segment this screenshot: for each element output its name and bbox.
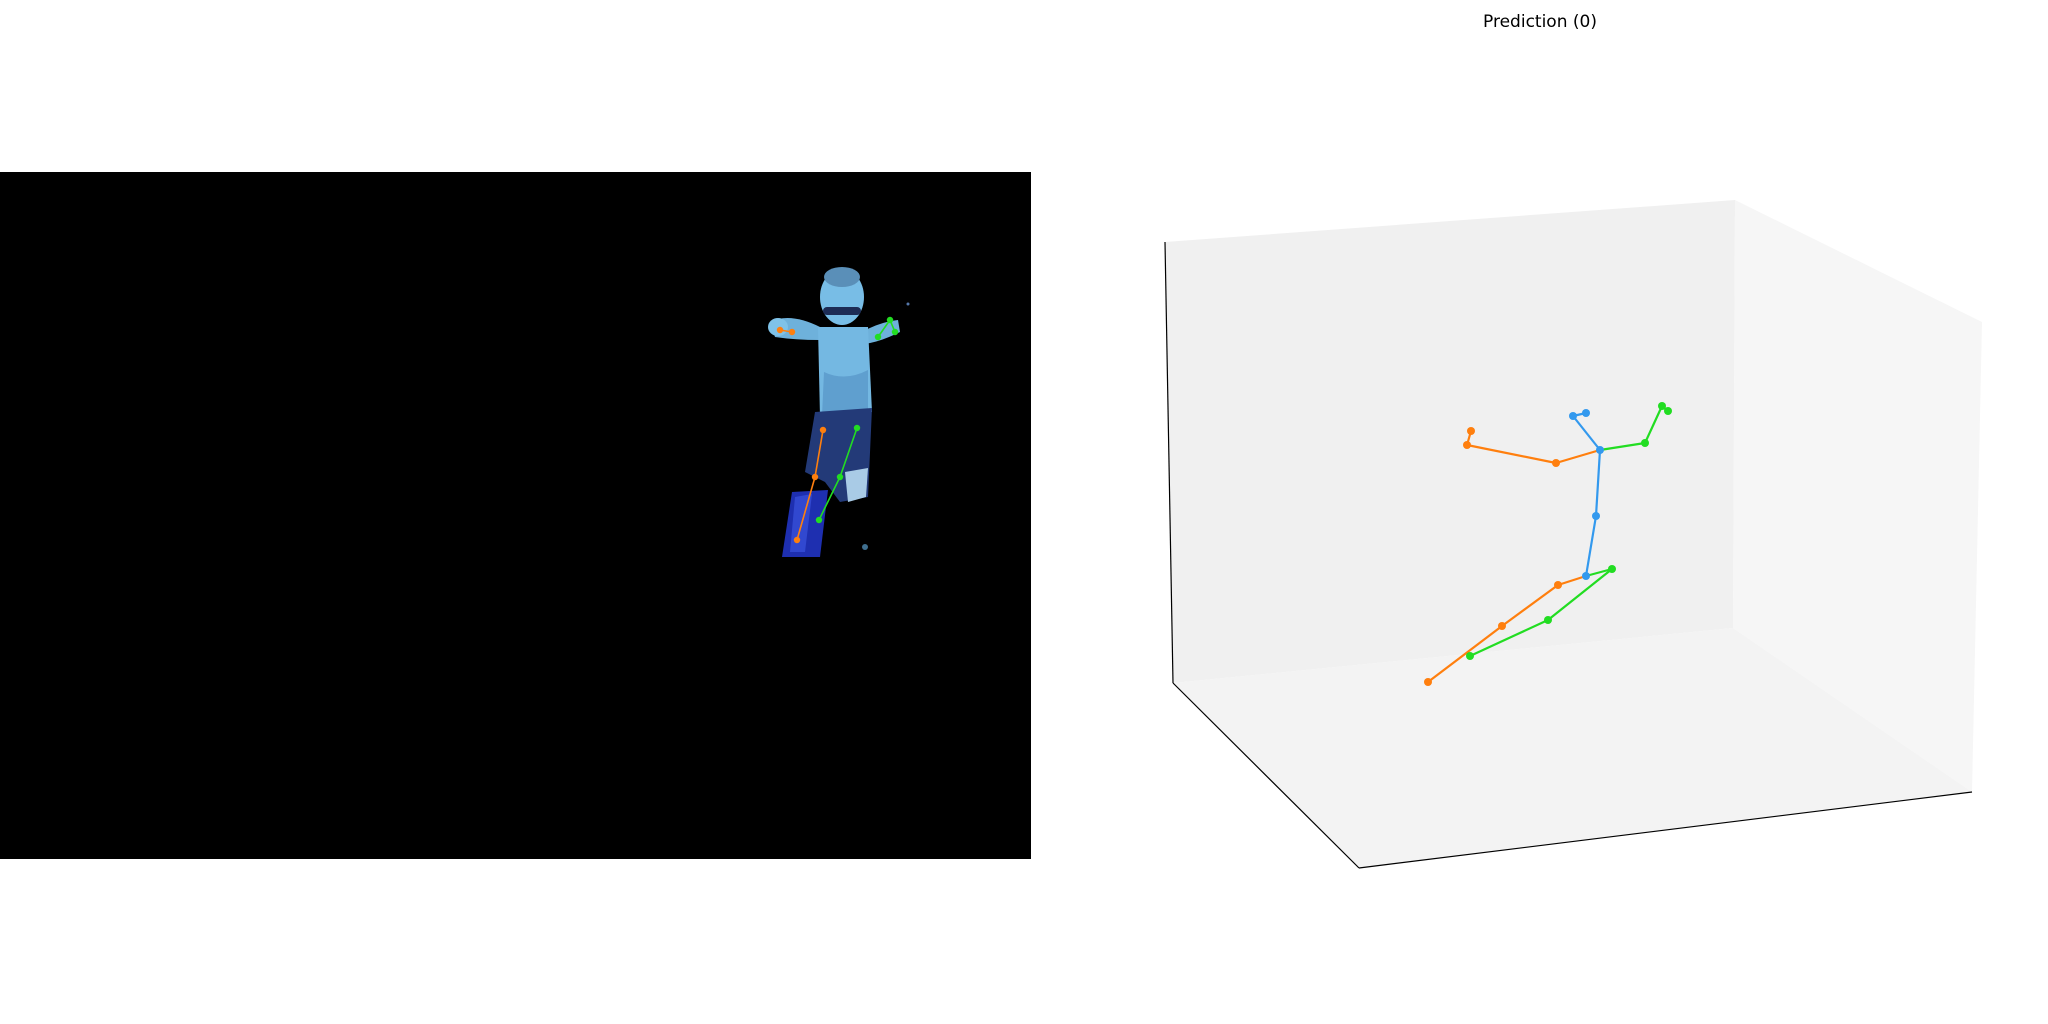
skeleton-2d-joint xyxy=(811,473,819,481)
skeleton-3d-joint xyxy=(1641,439,1649,447)
skeleton-3d-joint xyxy=(1467,427,1475,435)
skeleton-2d-joint xyxy=(776,326,784,334)
skeleton-3d-joint xyxy=(1424,678,1432,686)
skeleton-2d-joint xyxy=(891,328,899,336)
skeleton-2d-overlay xyxy=(776,316,899,544)
swimmer-figure xyxy=(768,267,910,557)
figure-title: Prediction (0) xyxy=(1483,12,1597,32)
skeleton-3d-joint xyxy=(1596,446,1604,454)
skeleton-3d-bone xyxy=(1584,567,1614,578)
skeleton-2d-joint xyxy=(815,516,823,524)
photo-image xyxy=(768,267,910,557)
skeleton-3d-bone xyxy=(1571,414,1602,452)
skeleton-2d-joint xyxy=(874,333,882,341)
z-axis-line xyxy=(1164,241,1174,684)
skeleton-3d-joint xyxy=(1544,616,1552,624)
skeleton-3d-joint xyxy=(1658,402,1666,410)
pane-back xyxy=(1165,200,1735,683)
skeleton-3d-joint xyxy=(1463,441,1471,449)
skeleton-3d-joint xyxy=(1466,652,1474,660)
skeleton-3d-joint xyxy=(1664,407,1672,415)
skeleton-3d-joint xyxy=(1554,581,1562,589)
skeleton-2d-bone xyxy=(839,427,858,478)
skeleton-2d-bone xyxy=(796,476,816,541)
skeleton-3d-bone xyxy=(1468,618,1550,658)
skeleton-3d-joint xyxy=(1552,459,1560,467)
skeleton-3d-joint xyxy=(1569,412,1577,420)
skeleton-3d-joint xyxy=(1582,572,1590,580)
skeleton-3d-bone xyxy=(1465,443,1558,465)
skeleton-3d-bone xyxy=(1426,624,1504,684)
plot-3d-canvas xyxy=(1164,200,1982,869)
skeleton-3d-bone xyxy=(1594,448,1602,518)
pane-floor xyxy=(1173,628,1972,868)
skeleton-3d-joint xyxy=(1498,622,1506,630)
skeleton-3d-bone xyxy=(1584,514,1598,578)
skeleton-2d-joint xyxy=(886,316,894,324)
plot-3d xyxy=(1060,180,2020,900)
skeleton-3d-bone xyxy=(1554,448,1602,465)
x-axis-line xyxy=(1172,682,1360,869)
skeleton-2d-joint xyxy=(819,426,827,434)
skeleton-3d-bone xyxy=(1643,404,1664,445)
photo-panel xyxy=(0,172,1031,859)
skeleton-3d-joint xyxy=(1582,409,1590,417)
pane-side xyxy=(1733,200,1982,792)
skeleton-3d-bone xyxy=(1546,567,1614,622)
skeleton-3d-bone xyxy=(1598,441,1647,452)
skeleton-2d-bone xyxy=(814,429,824,478)
skeleton-2d-joint xyxy=(836,473,844,481)
skeleton-3d-bone xyxy=(1500,583,1560,628)
y-axis-line xyxy=(1358,791,1973,869)
skeleton-2d-bone xyxy=(818,476,841,521)
skeleton-2d-bone xyxy=(877,319,891,338)
skeleton-2d-joint xyxy=(788,328,796,336)
skeleton-2d-joint xyxy=(853,424,861,432)
skeleton-2d-joint xyxy=(793,536,801,544)
skeleton-3d-joint xyxy=(1592,512,1600,520)
skeleton-3d-joint xyxy=(1608,565,1616,573)
skeleton-3d-bone xyxy=(1556,574,1588,587)
skeleton-3d xyxy=(1424,402,1672,686)
